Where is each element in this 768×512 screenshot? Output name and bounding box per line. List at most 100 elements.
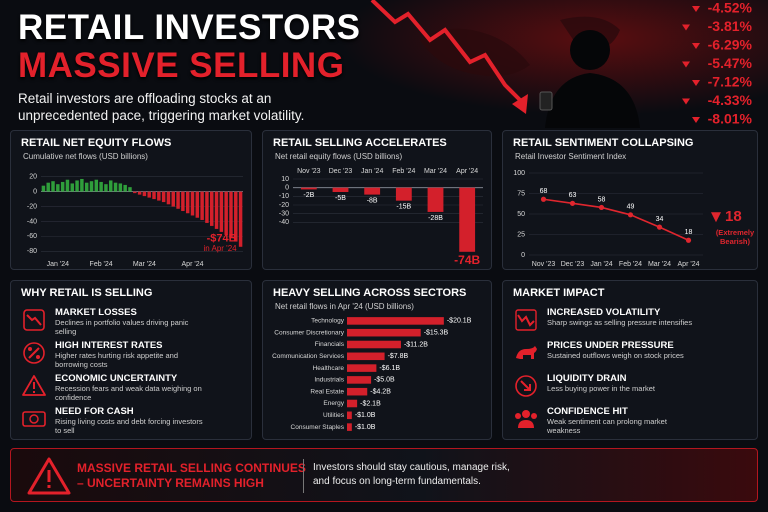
item-text: Recession fears and weak data weighing o… [55, 384, 202, 402]
icon-shape [515, 375, 537, 397]
x-tick-label: Mar '24 [424, 168, 447, 175]
value-label: 58 [598, 196, 606, 203]
icon-shape [33, 382, 35, 389]
bar [157, 191, 161, 201]
person-body [545, 73, 640, 128]
bar [200, 191, 204, 220]
category-label: Utilities [323, 412, 345, 419]
y-tick-label: -10 [279, 193, 289, 200]
ticker: -3.81% [708, 18, 753, 34]
point [685, 237, 692, 243]
bar [128, 187, 132, 192]
ticker: -4.52% [708, 0, 753, 16]
bar [113, 182, 118, 192]
bar [89, 181, 94, 192]
icon-shape [531, 413, 537, 419]
x-tick-label: Feb '24 [392, 168, 415, 175]
y-tick-label: 100 [513, 170, 525, 177]
value-label: 34 [656, 216, 664, 223]
bar [210, 191, 214, 226]
bar [70, 183, 74, 192]
arrow-head [512, 94, 528, 114]
x-tick-label: Nov '23 [532, 261, 556, 268]
bar [347, 376, 372, 384]
annotation: -$74B [207, 233, 237, 245]
ticker-arrow [682, 61, 690, 68]
bar [171, 191, 175, 207]
chart-title: RETAIL SELLING ACCELERATES [273, 137, 447, 149]
ticker: -8.01% [708, 111, 753, 127]
value-label: 68 [540, 188, 548, 195]
item-text: Rising living costs and debt forcing inv… [55, 417, 203, 435]
bar [185, 191, 190, 214]
warning-triangle [27, 457, 71, 495]
y-tick-label: -40 [279, 219, 289, 226]
icon [22, 411, 46, 427]
panel: RETAIL SELLING ACCELERATES Net retail eq… [262, 130, 492, 270]
ticker-arrow [692, 43, 700, 49]
y-tick-label: -20 [279, 202, 289, 209]
list-item: INCREASED VOLATILITY Sharp swings as sell… [513, 307, 743, 337]
ticker: -6.29% [708, 37, 753, 53]
bar [347, 399, 358, 408]
category-label: Technology [311, 318, 345, 325]
line [543, 198, 689, 241]
x-tick-label: Feb '24 [90, 261, 113, 268]
bar [176, 191, 180, 209]
icon [515, 410, 537, 428]
bar [238, 191, 243, 247]
bar [347, 364, 377, 372]
ticker-arrow [682, 98, 690, 105]
value-label: -$4.2B [370, 389, 391, 396]
panel: RETAIL NET EQUITY FLOWS Cumulative net f… [10, 130, 252, 270]
value-label: -$15.3B [424, 330, 449, 337]
value-label: -$5.0B [374, 377, 395, 384]
annotation-note: in Apr '24 [203, 244, 237, 253]
chart-title: RETAIL SENTIMENT COLLAPSING [513, 137, 694, 149]
bar [347, 317, 444, 325]
chart: 10 0-10 -20 -30-40 Nov '23 -2B Dec '23 -5B Jan '… [279, 168, 483, 267]
point [540, 196, 547, 202]
icon-shape [516, 346, 537, 359]
icon-shape [515, 309, 537, 331]
section-title: WHY RETAIL IS SELLING [21, 287, 153, 299]
item-title: CONFIDENCE HIT [547, 406, 628, 417]
icon-shape [522, 410, 530, 418]
bar [347, 352, 385, 361]
title-line1: RETAIL INVESTORS [18, 8, 361, 47]
bar [51, 181, 55, 192]
chart-title: HEAVY SELLING ACROSS SECTORS [273, 287, 467, 299]
bar [137, 191, 142, 195]
icon-shape [28, 347, 32, 351]
category-label: Healthcare [313, 365, 345, 372]
panel: WHY RETAIL IS SELLING MARKET LOSSES Decli… [10, 280, 252, 440]
icon [22, 375, 46, 396]
chart-title: RETAIL NET EQUITY FLOWS [21, 137, 172, 149]
x-tick-label: Apr '24 [182, 261, 204, 268]
x-tick-label: Jan '24 [590, 261, 612, 268]
y-tick-label: -40 [27, 218, 37, 225]
bar [152, 191, 156, 200]
x-tick-label: Apr '24 [456, 168, 478, 175]
bar [104, 184, 108, 192]
y-tick-label: 0 [521, 252, 525, 259]
bar [46, 182, 50, 192]
bar [56, 184, 60, 192]
bar [41, 185, 46, 192]
bar [65, 179, 70, 192]
trend-arrow [370, 0, 522, 102]
phone [539, 91, 553, 111]
bar [142, 191, 147, 197]
bar [133, 191, 137, 194]
y-tick-label: -80 [27, 248, 37, 255]
value-label: -$11.2B [404, 341, 428, 348]
warning-bar [47, 470, 51, 482]
icon [23, 309, 45, 331]
x-tick-label: Dec '23 [561, 261, 585, 268]
title-line2: MASSIVE SELLING [18, 46, 345, 85]
bar [427, 187, 444, 212]
y-tick-label: 0 [33, 188, 37, 195]
icon-shape [28, 347, 40, 359]
point [598, 204, 605, 211]
y-tick-label: 25 [517, 231, 525, 238]
